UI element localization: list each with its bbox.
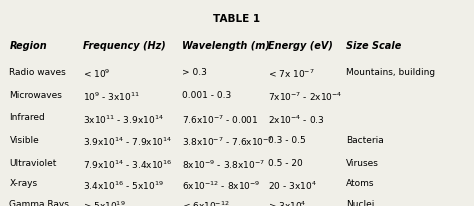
Text: Atoms: Atoms xyxy=(346,179,374,188)
Text: 3x10$^{11}$ - 3.9x10$^{14}$: 3x10$^{11}$ - 3.9x10$^{14}$ xyxy=(83,113,164,126)
Text: Ultraviolet: Ultraviolet xyxy=(9,159,57,168)
Text: Gamma Rays: Gamma Rays xyxy=(9,200,69,206)
Text: 3.8x10$^{-7}$ - 7.6x10$^{-7}$: 3.8x10$^{-7}$ - 7.6x10$^{-7}$ xyxy=(182,136,274,148)
Text: > 3x10$^{4}$: > 3x10$^{4}$ xyxy=(268,200,307,206)
Text: 7.6x10$^{-7}$ - 0.001: 7.6x10$^{-7}$ - 0.001 xyxy=(182,113,259,126)
Text: X-rays: X-rays xyxy=(9,179,37,188)
Text: < 10$^{9}$: < 10$^{9}$ xyxy=(83,68,110,80)
Text: Size Scale: Size Scale xyxy=(346,41,401,51)
Text: Microwaves: Microwaves xyxy=(9,91,63,100)
Text: < 7x 10$^{-7}$: < 7x 10$^{-7}$ xyxy=(268,68,314,80)
Text: 10$^{9}$ - 3x10$^{11}$: 10$^{9}$ - 3x10$^{11}$ xyxy=(83,91,140,103)
Text: Wavelength (m): Wavelength (m) xyxy=(182,41,270,51)
Text: Bacteria: Bacteria xyxy=(346,136,384,145)
Text: Radio waves: Radio waves xyxy=(9,68,66,77)
Text: Visible: Visible xyxy=(9,136,39,145)
Text: > 0.3: > 0.3 xyxy=(182,68,207,77)
Text: 0.001 - 0.3: 0.001 - 0.3 xyxy=(182,91,232,100)
Text: Frequency (Hz): Frequency (Hz) xyxy=(83,41,166,51)
Text: Mountains, building: Mountains, building xyxy=(346,68,435,77)
Text: Nuclei: Nuclei xyxy=(346,200,374,206)
Text: 6x10$^{-12}$ - 8x10$^{-9}$: 6x10$^{-12}$ - 8x10$^{-9}$ xyxy=(182,179,261,192)
Text: 7.9x10$^{14}$ - 3.4x10$^{16}$: 7.9x10$^{14}$ - 3.4x10$^{16}$ xyxy=(83,159,172,171)
Text: 7x10$^{-7}$ - 2x10$^{-4}$: 7x10$^{-7}$ - 2x10$^{-4}$ xyxy=(268,91,342,103)
Text: 0.5 - 20: 0.5 - 20 xyxy=(268,159,302,168)
Text: Viruses: Viruses xyxy=(346,159,379,168)
Text: 2x10$^{-4}$ - 0.3: 2x10$^{-4}$ - 0.3 xyxy=(268,113,325,126)
Text: Infrared: Infrared xyxy=(9,113,45,122)
Text: 0.3 - 0.5: 0.3 - 0.5 xyxy=(268,136,306,145)
Text: TABLE 1: TABLE 1 xyxy=(213,14,261,25)
Text: 8x10$^{-9}$ - 3.8x10$^{-7}$: 8x10$^{-9}$ - 3.8x10$^{-7}$ xyxy=(182,159,265,171)
Text: 20 - 3x10$^{4}$: 20 - 3x10$^{4}$ xyxy=(268,179,317,192)
Text: > 5x10$^{19}$: > 5x10$^{19}$ xyxy=(83,200,126,206)
Text: 3.4x10$^{16}$ - 5x10$^{19}$: 3.4x10$^{16}$ - 5x10$^{19}$ xyxy=(83,179,164,192)
Text: Region: Region xyxy=(9,41,47,51)
Text: Energy (eV): Energy (eV) xyxy=(268,41,333,51)
Text: < 6x10$^{-12}$: < 6x10$^{-12}$ xyxy=(182,200,230,206)
Text: 3.9x10$^{14}$ - 7.9x10$^{14}$: 3.9x10$^{14}$ - 7.9x10$^{14}$ xyxy=(83,136,172,148)
